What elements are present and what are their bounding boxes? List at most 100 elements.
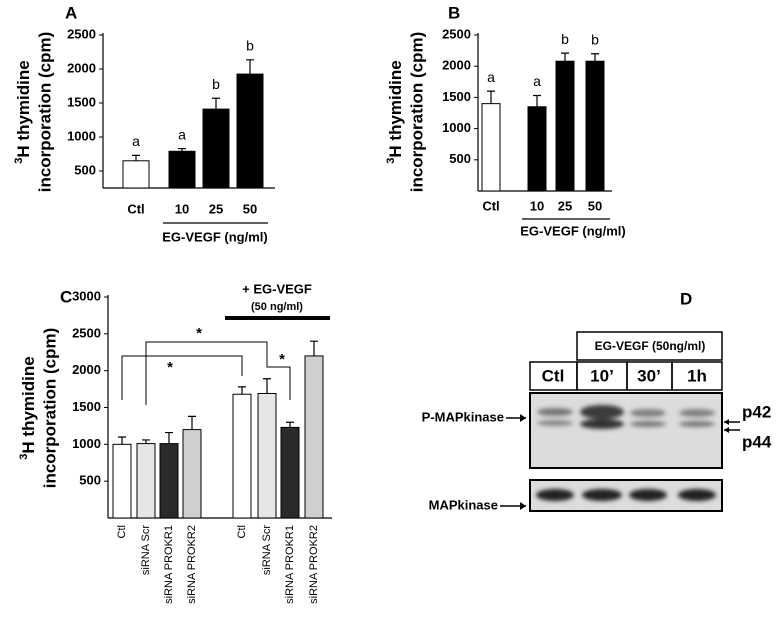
y-tick-label: 3000: [72, 288, 101, 303]
annotation: b: [561, 31, 569, 47]
error-bar: [142, 439, 150, 444]
x-tick-label: 10: [530, 198, 544, 213]
panel-letter: D: [680, 289, 692, 308]
error-bar: [212, 97, 220, 110]
x-axis-label: EG-VEGF (ng/ml): [162, 229, 267, 244]
error-bar: [591, 53, 599, 62]
annotation: a: [178, 126, 186, 142]
x-tick-label: siRNA PROKR2: [308, 525, 320, 604]
x-tick-label: 50: [243, 201, 257, 216]
error-bar: [178, 147, 186, 152]
y-tick-label: 2000: [72, 362, 101, 377]
annotation: b: [212, 76, 220, 92]
y-tick-label: 2000: [442, 58, 471, 73]
treatment-label: EG-VEGF (50ng/ml): [595, 339, 706, 353]
panel-letter: B: [448, 3, 460, 22]
error-bar: [238, 386, 246, 395]
x-tick-label: siRNA Scr: [140, 525, 152, 575]
y-tick-label: 1500: [72, 399, 101, 414]
y-label-line: H thymidine: [386, 60, 405, 157]
x-tick-label: Ctl: [482, 198, 499, 213]
bar: [202, 108, 230, 189]
y-axis-label: 3H thymidine: [18, 356, 39, 459]
blot-image: [529, 392, 723, 469]
error-bar: [263, 378, 271, 394]
y-tick-label: 2500: [67, 26, 96, 41]
y-label-superscript: 3: [385, 158, 397, 164]
panel-letter: A: [65, 3, 77, 22]
x-tick-label: Ctl: [236, 525, 248, 538]
bands: [536, 489, 716, 501]
blot-panel: D EG-VEGF (50ng/ml) Ctl 10’ 30’ 1h P-MAP…: [422, 289, 772, 512]
y-tick-label: 2500: [72, 325, 101, 340]
band-label: p44: [742, 432, 772, 451]
error-bar: [165, 431, 173, 444]
error-bar: [487, 90, 495, 104]
x-tick-label: siRNA PROKR2: [186, 525, 198, 604]
x-tick-label: Ctl: [116, 525, 128, 538]
y-tick-label: 1000: [67, 128, 96, 143]
y-tick-label: 500: [79, 473, 101, 488]
bar: [122, 160, 150, 189]
significance-bracket: [145, 341, 268, 405]
error-bar: [286, 421, 294, 428]
annotation: b: [246, 38, 254, 54]
x-tick-label: siRNA PROKR1: [163, 525, 175, 604]
lane-label: Ctl: [542, 366, 565, 385]
y-tick-label: 2500: [442, 26, 471, 41]
significance-bracket: [121, 355, 243, 400]
header-box: [576, 331, 723, 361]
arrow-head: [724, 419, 729, 433]
annotation: *: [167, 359, 173, 376]
y-tick-label: 500: [449, 151, 471, 166]
y-tick-label: 1500: [67, 94, 96, 109]
annotation: b: [591, 31, 599, 47]
x-tick-label: Ctl: [127, 201, 144, 216]
error-bar: [310, 340, 318, 356]
y-label-superscript: 3: [18, 454, 30, 460]
x-tick-label: siRNA Scr: [261, 525, 273, 575]
lane-label: 1h: [687, 366, 707, 385]
group-label: + EG-VEGF: [242, 281, 312, 296]
annotation: *: [196, 325, 202, 342]
error-bar: [132, 154, 140, 161]
lane-box: [671, 361, 723, 391]
bar: [182, 429, 202, 519]
row-label: MAPkinase: [429, 497, 498, 512]
error-bar: [533, 94, 541, 107]
lane-label: 10’: [590, 366, 614, 385]
lane-label: 30’: [637, 366, 661, 385]
band-label: p42: [742, 402, 771, 421]
bar: [168, 150, 196, 189]
bar: [112, 443, 132, 519]
x-axis-label: EG-VEGF (ng/ml): [520, 223, 625, 238]
annotation: a: [132, 133, 140, 149]
error-bar: [188, 415, 196, 430]
y-tick-label: 1000: [72, 436, 101, 451]
y-label-line: H thymidine: [14, 60, 33, 157]
y-tick-label: 1500: [442, 89, 471, 104]
annotation: *: [279, 351, 285, 368]
error-bar: [561, 52, 569, 62]
bar: [232, 393, 252, 519]
y-axis-label: 3H thymidine: [13, 60, 34, 163]
bar: [555, 60, 575, 192]
row-label: P-MAPkinase: [422, 409, 504, 424]
y-axis-label: incorporation (cpm): [407, 32, 426, 193]
x-tick-label: 25: [209, 201, 223, 216]
group-label: (50 ng/ml): [251, 301, 303, 313]
annotation: a: [533, 73, 541, 89]
y-axis-label: 3H thymidine: [385, 60, 406, 163]
y-axis-label: incorporation (cpm): [35, 32, 54, 193]
x-tick-label: siRNA PROKR1: [284, 525, 296, 604]
bar: [159, 443, 179, 519]
y-label-superscript: 3: [13, 158, 25, 164]
annotation: a: [487, 69, 495, 85]
y-tick-label: 1000: [442, 120, 471, 135]
arrow-head: [520, 502, 526, 510]
bar: [481, 103, 501, 192]
error-bar: [118, 436, 126, 445]
y-axis-label: incorporation (cpm): [40, 328, 59, 489]
x-tick-label: 10: [175, 201, 189, 216]
